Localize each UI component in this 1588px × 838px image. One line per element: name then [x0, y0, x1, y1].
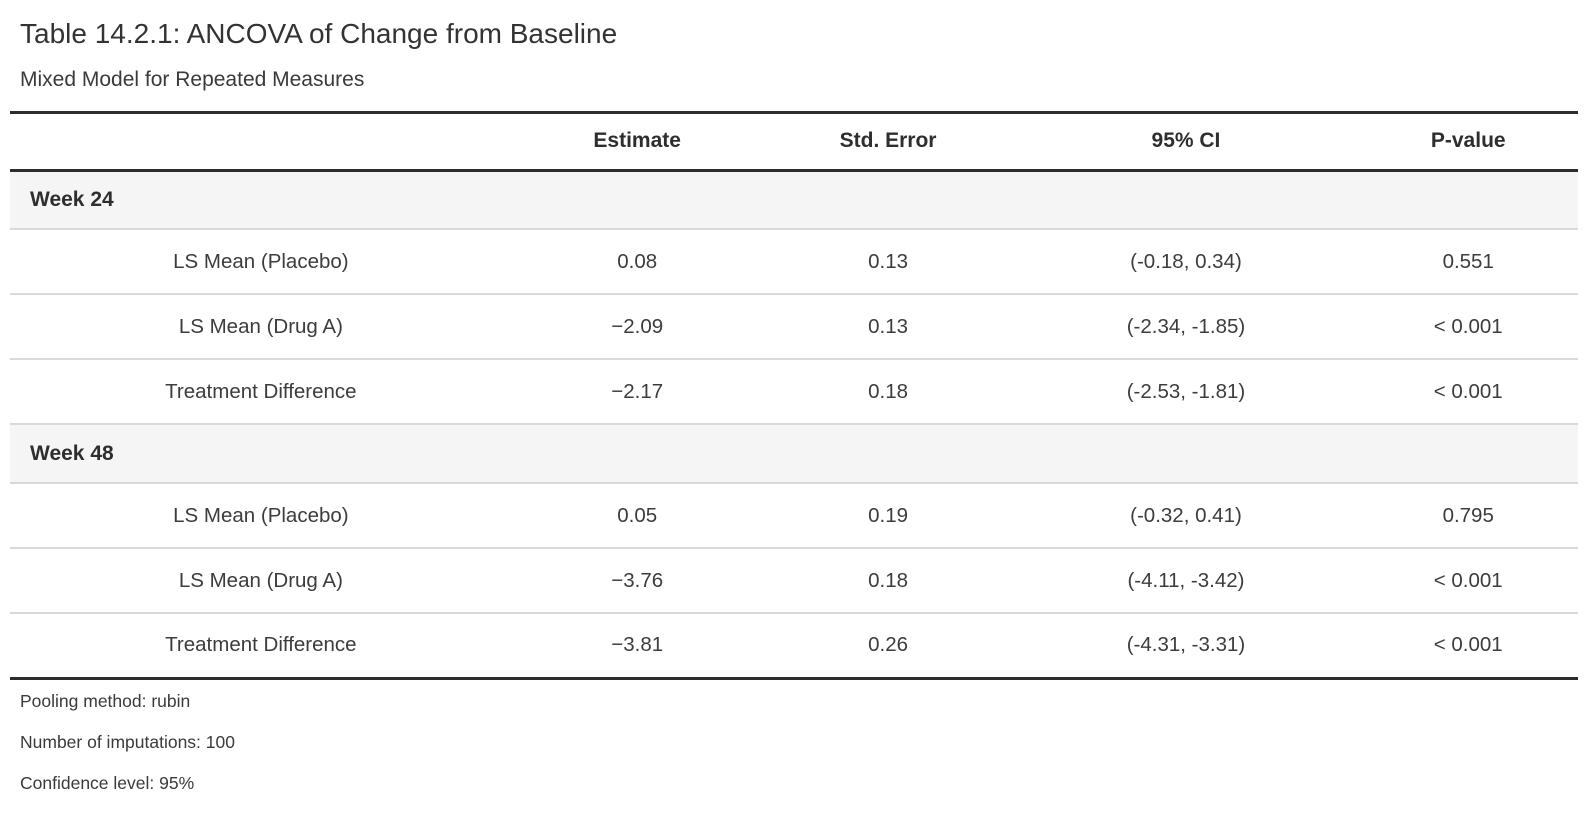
table-title: Table 14.2.1: ANCOVA of Change from Base… [20, 18, 618, 49]
table-row-w48-treatment-difference: Treatment Difference −3.81 0.26 (-4.31, … [10, 612, 1578, 679]
table-subtitle: Mixed Model for Repeated Measures [20, 68, 365, 92]
p-value: 0.795 [1358, 482, 1578, 549]
table-row-w24-ls-mean-placebo: LS Mean (Placebo) 0.08 0.13 (-0.18, 0.34… [10, 228, 1578, 295]
estimate-value: 0.05 [511, 482, 763, 549]
row-label: LS Mean (Placebo) [10, 482, 512, 549]
group-row-week-48: Week 48 [10, 423, 1578, 484]
estimate-value: −2.09 [511, 293, 763, 360]
column-header-ci: 95% CI [1013, 112, 1359, 172]
ci-value: (-0.18, 0.34) [1013, 228, 1359, 295]
footnote-pooling-method: Pooling method: rubin [20, 690, 191, 711]
table-row-w24-treatment-difference: Treatment Difference −2.17 0.18 (-2.53, … [10, 358, 1578, 425]
column-header-p-value: P-value [1358, 112, 1578, 172]
std-error-value: 0.13 [762, 293, 1014, 360]
p-value: < 0.001 [1358, 293, 1578, 360]
p-value: < 0.001 [1358, 612, 1578, 679]
ci-value: (-4.31, -3.31) [1013, 612, 1359, 679]
column-header-estimate: Estimate [511, 112, 763, 172]
estimate-value: 0.08 [511, 228, 763, 295]
std-error-value: 0.18 [762, 358, 1014, 425]
row-label: LS Mean (Drug A) [10, 293, 512, 360]
estimate-value: −2.17 [511, 358, 763, 425]
table-row-w24-ls-mean-drug-a: LS Mean (Drug A) −2.09 0.13 (-2.34, -1.8… [10, 293, 1578, 360]
std-error-value: 0.13 [762, 228, 1014, 295]
group-row-week-24: Week 24 [10, 169, 1578, 230]
group-label: Week 24 [10, 169, 1578, 230]
ci-value: (-0.32, 0.41) [1013, 482, 1359, 549]
estimate-value: −3.76 [511, 547, 763, 614]
p-value: < 0.001 [1358, 358, 1578, 425]
row-label: LS Mean (Drug A) [10, 547, 512, 614]
row-label: Treatment Difference [10, 612, 512, 679]
column-header-std-error: Std. Error [762, 112, 1014, 172]
ci-value: (-4.11, -3.42) [1013, 547, 1359, 614]
p-value: 0.551 [1358, 228, 1578, 295]
ci-value: (-2.34, -1.85) [1013, 293, 1359, 360]
ci-value: (-2.53, -1.81) [1013, 358, 1359, 425]
table-row-w48-ls-mean-placebo: LS Mean (Placebo) 0.05 0.19 (-0.32, 0.41… [10, 482, 1578, 549]
estimate-value: −3.81 [511, 612, 763, 679]
std-error-value: 0.26 [762, 612, 1014, 679]
p-value: < 0.001 [1358, 547, 1578, 614]
header-row: Estimate Std. Error 95% CI P-value [10, 112, 1578, 172]
std-error-value: 0.18 [762, 547, 1014, 614]
group-label: Week 48 [10, 423, 1578, 484]
footnote-confidence-level: Confidence level: 95% [20, 772, 195, 793]
row-label: Treatment Difference [10, 358, 512, 425]
std-error-value: 0.19 [762, 482, 1014, 549]
footnotes: Pooling method: rubin Number of imputati… [10, 691, 1578, 793]
footnote-number-of-imputations: Number of imputations: 100 [20, 731, 235, 752]
table-row-w48-ls-mean-drug-a: LS Mean (Drug A) −3.76 0.18 (-4.11, -3.4… [10, 547, 1578, 614]
row-label: LS Mean (Placebo) [10, 228, 512, 295]
column-header-stub [10, 112, 512, 172]
ancova-results-table: Estimate Std. Error 95% CI P-value Week … [10, 110, 1578, 680]
